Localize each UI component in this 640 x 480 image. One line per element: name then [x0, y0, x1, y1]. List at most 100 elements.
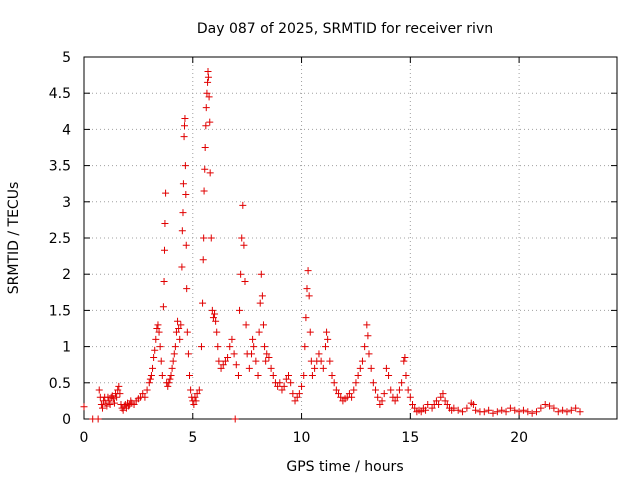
data-point [401, 353, 409, 361]
data-point [269, 372, 277, 380]
data-point [267, 364, 275, 372]
data-point [195, 386, 203, 394]
data-point [240, 241, 248, 249]
data-point [80, 403, 88, 411]
y-tick-label: 1.5 [49, 303, 71, 319]
data-point [238, 234, 246, 242]
data-point [155, 328, 163, 336]
data-point [563, 408, 571, 416]
data-point [324, 335, 332, 343]
x-tick-label: 0 [80, 430, 89, 446]
data-point [308, 372, 316, 380]
data-point [181, 115, 189, 123]
data-point [265, 353, 273, 361]
data-point [193, 390, 201, 398]
data-point [174, 317, 182, 325]
data-point [150, 353, 158, 361]
data-point [502, 408, 510, 416]
data-point [400, 357, 408, 365]
data-point [262, 357, 270, 365]
y-tick-label: 2.5 [49, 231, 71, 247]
data-point [459, 408, 467, 416]
data-point [328, 372, 336, 380]
data-point [209, 314, 217, 322]
data-point [337, 393, 345, 401]
data-point [515, 408, 523, 416]
data-point [145, 379, 153, 387]
data-point [98, 404, 106, 412]
data-point [385, 372, 393, 380]
data-point [180, 133, 188, 141]
data-point [350, 386, 358, 394]
data-point [245, 364, 253, 372]
data-point [219, 361, 227, 369]
data-point [439, 390, 447, 398]
data-point [305, 292, 313, 300]
data-point [202, 104, 210, 112]
data-point [263, 350, 271, 358]
data-point [237, 270, 245, 278]
data-point [226, 343, 234, 351]
data-point [284, 372, 292, 380]
data-point [252, 357, 260, 365]
data-point [146, 375, 154, 383]
x-tick-label: 15 [401, 430, 419, 446]
data-point [298, 382, 306, 390]
data-point [463, 404, 471, 412]
data-point [559, 406, 567, 414]
data-point [199, 299, 207, 307]
data-point [259, 321, 267, 329]
data-point [203, 89, 211, 97]
data-point [254, 372, 262, 380]
axis-ticks: 0 0.5 1 1.5 2 2.5 3 3.5 4 4.5 5 0 5 10 15 20 [49, 50, 617, 446]
data-point [154, 321, 162, 329]
data-point [409, 401, 417, 409]
data-point [200, 234, 208, 242]
data-point [257, 270, 265, 278]
data-point [208, 306, 216, 314]
data-point [95, 386, 103, 394]
data-point [232, 361, 240, 369]
data-point [295, 390, 303, 398]
data-point [498, 406, 506, 414]
data-point [489, 409, 497, 417]
data-point [364, 332, 372, 340]
data-point [175, 325, 183, 332]
y-tick-label: 3.5 [49, 159, 71, 175]
data-point [435, 401, 443, 409]
data-point [213, 328, 221, 336]
data-point [166, 375, 174, 383]
data-point [352, 379, 360, 387]
data-point [358, 357, 366, 365]
plot-frame [83, 56, 618, 420]
data-point [231, 415, 239, 423]
y-tick-label: 3 [62, 195, 71, 211]
y-tick-label: 5 [62, 50, 71, 66]
data-point [393, 393, 401, 401]
data-point [274, 382, 282, 390]
data-point [374, 393, 382, 401]
data-point [177, 321, 185, 329]
data-point [234, 372, 242, 380]
data-point [315, 350, 323, 358]
data-point [158, 372, 166, 380]
data-point [256, 299, 264, 307]
data-point [147, 372, 155, 380]
data-point [167, 372, 175, 380]
data-point [541, 401, 549, 409]
chart-title: Day 087 of 2025, SRMTID for receiver riv… [197, 21, 493, 37]
data-point [258, 292, 266, 300]
data-point [554, 408, 562, 416]
data-point [306, 328, 314, 336]
data-point [143, 386, 151, 394]
data-point [248, 350, 256, 358]
data-point [391, 397, 399, 405]
data-point [116, 390, 124, 398]
data-point [97, 401, 105, 409]
data-point [212, 317, 220, 325]
data-point [206, 169, 214, 177]
data-point [228, 335, 236, 343]
data-point [152, 335, 160, 343]
data-point [480, 408, 488, 416]
data-point [242, 321, 250, 329]
